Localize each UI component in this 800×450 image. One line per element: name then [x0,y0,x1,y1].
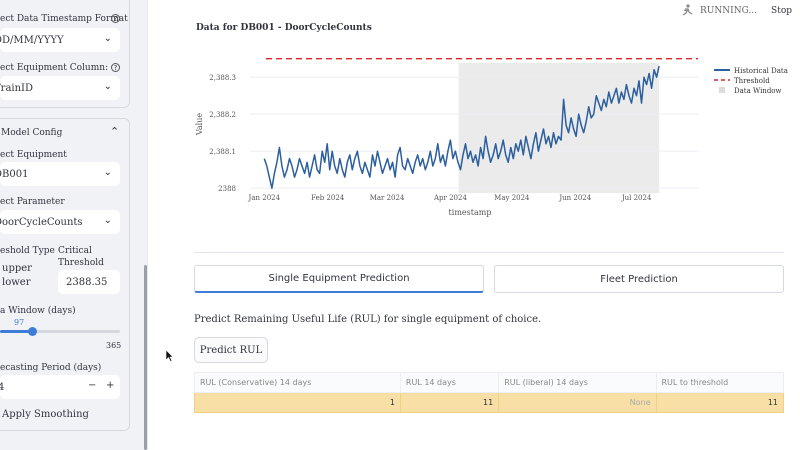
critical-threshold-label: Critical Threshold [58,246,104,268]
legend-label: Data Window [734,87,782,95]
critical-threshold-input[interactable]: 2388.35 [58,270,120,294]
chart-title: Data for DB001 - DoorCycleCounts [196,23,372,33]
table-header-row: RUL (Conservative) 14 days RUL 14 days R… [194,372,784,393]
critical-threshold-value: 2388.35 [66,276,108,288]
legend-swatch-window [719,87,725,93]
equipment-select[interactable]: DB001 ⌄ [0,162,120,186]
tab-single-equipment-prediction[interactable]: Single Equipment Prediction [194,265,484,293]
mouse-cursor-icon [166,350,174,362]
divider [194,252,784,253]
y-tick-label: 2,388.2 [209,111,236,119]
chevron-down-icon: ⌄ [103,33,112,44]
line-chart: 2388 2,388.1 2,388.2 2,388.3 Jan 2024 Feb 202… [195,57,788,217]
data-window-slider[interactable] [0,327,120,336]
x-tick-label: May 2024 [494,194,530,202]
table-cell[interactable]: 11 [399,392,500,413]
timestamp-format-value: DD/MM/YYYY [0,34,64,46]
running-status: RUNNING... [700,6,758,16]
equipment-value: DB001 [0,168,29,180]
table-row: 1 11 None 11 [194,392,784,413]
threshold-lower-option[interactable]: lower [2,277,31,288]
parameter-value: DoorCycleCounts [0,216,83,228]
tab-fleet-prediction[interactable]: Fleet Prediction [494,265,784,293]
rul-table: RUL (Conservative) 14 days RUL 14 days R… [194,372,784,413]
column-header[interactable]: RUL (Conservative) 14 days [194,372,401,393]
equipment-column-label: ect Equipment Column: [0,63,109,73]
running-icon [682,4,693,16]
y-tick-label: 2388 [218,185,236,193]
timestamp-format-label: ect Data Timestamp Format [0,14,128,24]
select-parameter-label: ect Parameter [0,197,65,207]
table-cell[interactable]: 1 [194,392,401,413]
chevron-down-icon: ⌄ [103,167,112,178]
data-window-region [458,63,660,193]
status-bar: RUNNING... Stop [680,4,792,18]
forecast-period-input[interactable]: 4 − + [0,375,120,399]
minus-button[interactable]: − [88,380,97,391]
data-window-max: 365 [106,341,122,350]
x-tick-label: Jul 2024 [621,194,652,202]
data-window-label: a Window (days) [0,306,76,316]
legend-label: Historical Data [734,67,788,75]
chevron-up-icon[interactable]: ⌃ [110,125,120,138]
threshold-upper-option[interactable]: upper [2,263,32,274]
x-tick-label: Feb 2024 [311,194,345,202]
x-tick-label: Jan 2024 [248,194,281,202]
predict-rul-button[interactable]: Predict RUL [194,337,268,363]
apply-smoothing-checkbox[interactable]: Apply Smoothing [2,409,89,420]
column-header[interactable]: RUL to threshold [655,372,784,393]
chevron-down-icon: ⌄ [103,81,112,92]
help-icon[interactable]: ? [111,14,120,23]
data-window-value: 97 [14,318,25,327]
prediction-description: Predict Remaining Useful Life (RUL) for … [194,314,542,325]
timestamp-format-select[interactable]: DD/MM/YYYY ⌄ [0,28,120,52]
parameter-select[interactable]: DoorCycleCounts ⌄ [0,210,120,234]
equipment-column-select[interactable]: TrainID ⌄ [0,76,120,100]
equipment-column-value: TrainID [0,82,34,94]
column-header[interactable]: RUL 14 days [399,372,500,393]
legend-label: Threshold [734,77,770,85]
table-cell[interactable]: None [498,392,657,413]
y-axis-label: Value [195,113,204,137]
forecast-period-label: ecasting Period (days) [0,363,102,373]
plus-button[interactable]: + [106,380,115,391]
slider-thumb[interactable] [27,327,37,336]
y-tick-label: 2,388.3 [209,74,236,82]
slider-fill [0,330,32,333]
x-axis-label: timestamp [449,208,492,217]
historical-data-line [263,65,660,189]
select-equipment-label: ect Equipment [0,150,67,160]
model-config-header[interactable]: Model Config [1,128,63,138]
help-icon[interactable]: ? [111,63,120,72]
sidebar-scrollbar[interactable] [144,265,147,450]
x-tick-label: Apr 2024 [433,194,467,202]
threshold-type-label: eshold Type [0,246,55,256]
sidebar: ect Data Timestamp Format ? DD/MM/YYYY ⌄… [0,0,148,450]
y-tick-label: 2,388.1 [209,148,236,156]
table-cell[interactable]: 11 [655,392,784,413]
chevron-down-icon: ⌄ [103,215,112,226]
stop-button[interactable]: Stop [771,6,792,16]
x-tick-label: Jun 2024 [558,194,591,202]
x-tick-label: Mar 2024 [370,194,405,202]
forecast-period-value: 4 [0,382,4,393]
column-header[interactable]: RUL (liberal) 14 days [498,372,657,393]
